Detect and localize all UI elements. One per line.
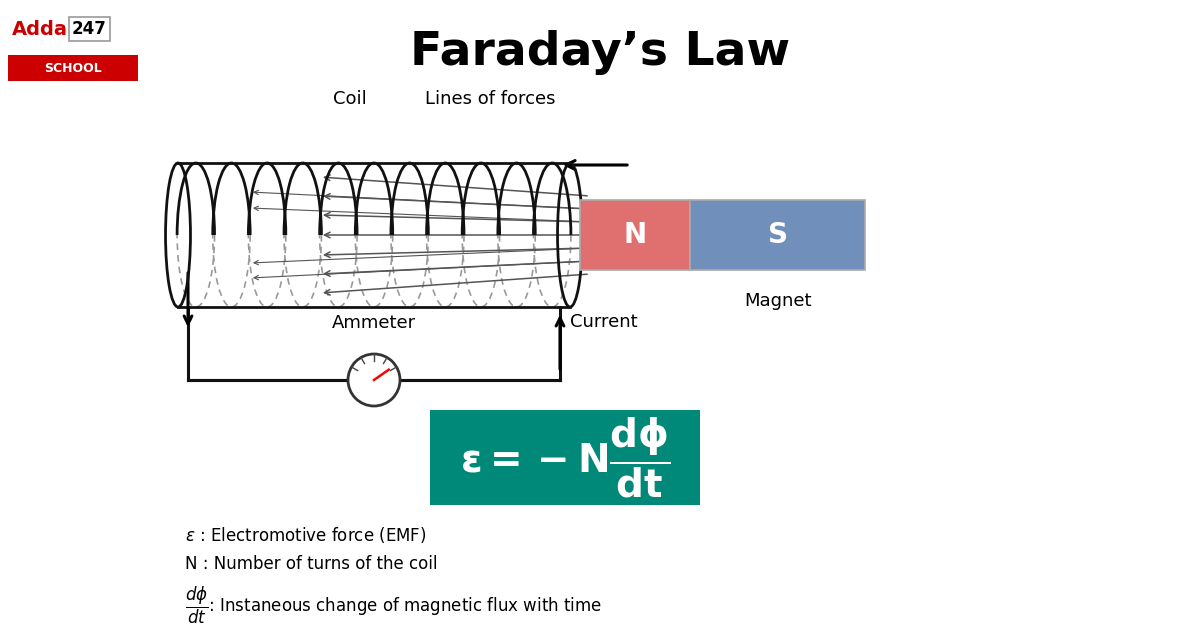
FancyBboxPatch shape (8, 55, 138, 81)
Text: $\mathbf{\varepsilon = -N\dfrac{d\phi}{dt}}$: $\mathbf{\varepsilon = -N\dfrac{d\phi}{d… (460, 415, 671, 499)
Text: N: N (624, 221, 647, 249)
Text: Magnet: Magnet (744, 292, 811, 310)
FancyBboxPatch shape (580, 200, 690, 270)
Text: Coil: Coil (334, 90, 367, 108)
Text: Ammeter: Ammeter (332, 314, 416, 332)
Text: Current: Current (570, 313, 637, 331)
FancyBboxPatch shape (8, 8, 138, 80)
Text: Faraday’s Law: Faraday’s Law (410, 29, 790, 74)
Text: Adda: Adda (12, 20, 68, 39)
Text: SCHOOL: SCHOOL (44, 62, 102, 74)
FancyBboxPatch shape (430, 410, 700, 505)
Text: $\dfrac{d\phi}{dt}$: Instaneous change of magnetic flux with time: $\dfrac{d\phi}{dt}$: Instaneous change o… (185, 585, 602, 626)
Circle shape (348, 354, 400, 406)
Text: N : Number of turns of the coil: N : Number of turns of the coil (185, 555, 438, 573)
Text: $\varepsilon$ : Electromotive force (EMF): $\varepsilon$ : Electromotive force (EMF… (185, 525, 426, 545)
FancyBboxPatch shape (690, 200, 865, 270)
Text: 247: 247 (72, 20, 107, 38)
Text: S: S (768, 221, 787, 249)
Text: Lines of forces: Lines of forces (425, 90, 556, 108)
